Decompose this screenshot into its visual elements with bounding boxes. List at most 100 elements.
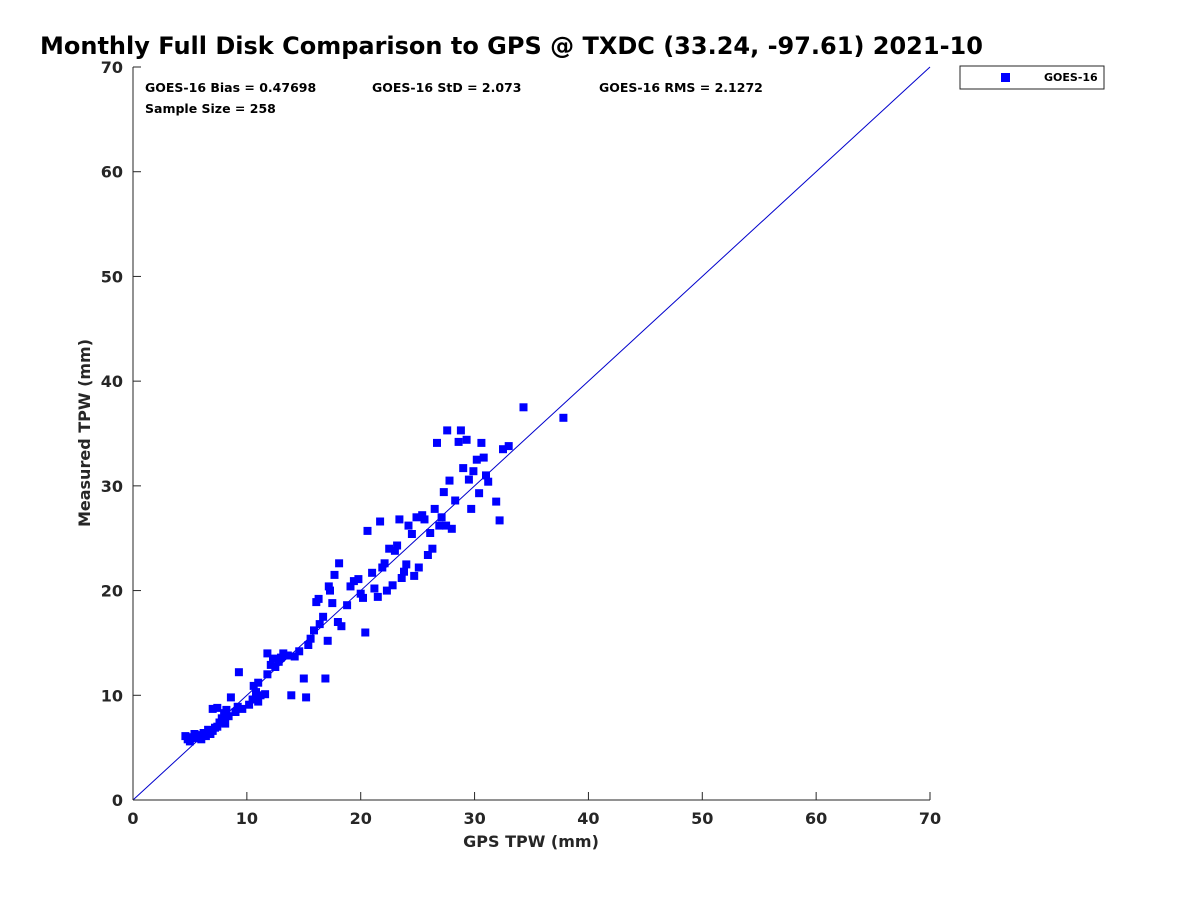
y-tick-label: 50 — [101, 267, 123, 286]
data-point — [190, 730, 199, 738]
data-point — [263, 670, 272, 679]
data-point — [290, 652, 299, 661]
data-point — [245, 700, 254, 709]
data-point — [464, 475, 473, 484]
data-point — [323, 636, 332, 645]
data-point — [326, 586, 334, 595]
data-point — [393, 541, 402, 550]
data-point — [385, 544, 394, 553]
data-point — [333, 618, 342, 626]
data-point — [462, 435, 471, 444]
data-point — [330, 570, 339, 579]
data-point — [423, 551, 432, 559]
data-point — [407, 530, 416, 538]
data-point — [328, 599, 337, 608]
data-point — [201, 732, 210, 741]
data-point — [269, 654, 277, 663]
data-point — [249, 681, 258, 690]
rms-annotation: GOES-16 RMS = 2.1272 — [599, 80, 763, 95]
data-point — [559, 413, 568, 422]
y-tick-label: 40 — [101, 372, 123, 391]
x-tick-label: 50 — [691, 809, 713, 828]
data-point — [274, 657, 283, 666]
data-point — [295, 647, 304, 656]
data-point — [388, 581, 397, 590]
data-point — [238, 704, 247, 713]
y-tick-label: 10 — [101, 686, 123, 705]
data-point — [390, 546, 399, 555]
data-point — [356, 589, 365, 598]
data-point — [378, 563, 387, 572]
data-point — [370, 584, 379, 593]
data-point — [195, 731, 203, 740]
data-point — [349, 577, 358, 586]
data-point — [261, 690, 270, 699]
data-point — [412, 513, 421, 522]
data-point — [397, 574, 406, 582]
data-point — [459, 464, 468, 473]
data-point — [447, 524, 456, 533]
x-tick-label: 60 — [805, 809, 827, 828]
legend-box — [959, 65, 1105, 90]
data-point — [222, 705, 231, 714]
y-tick-label: 20 — [101, 582, 123, 601]
data-point — [224, 712, 233, 721]
std-annotation: GOES-16 StD = 2.073 — [372, 80, 521, 95]
data-point — [204, 725, 213, 734]
data-point — [451, 496, 460, 505]
y-tick-label: 70 — [101, 58, 123, 77]
data-point — [185, 737, 194, 746]
data-point — [233, 702, 242, 711]
data-point — [208, 704, 217, 713]
data-point — [475, 489, 484, 498]
data-point — [454, 437, 463, 446]
chart-title: Monthly Full Disk Comparison to GPS @ TX… — [40, 32, 983, 60]
data-point — [428, 544, 437, 553]
data-point — [442, 521, 451, 530]
data-point — [266, 660, 275, 669]
data-point — [361, 628, 370, 637]
data-point — [445, 476, 454, 485]
data-point — [319, 612, 328, 621]
data-point — [302, 693, 311, 702]
data-point — [492, 497, 501, 506]
data-point — [306, 634, 315, 643]
data-point — [426, 529, 435, 537]
bias-annotation: GOES-16 Bias = 0.47698 — [145, 80, 316, 95]
legend-label: GOES-16 — [1044, 71, 1098, 84]
data-point — [346, 582, 355, 591]
data-point — [215, 718, 224, 727]
data-point — [213, 722, 222, 731]
data-point — [456, 426, 465, 435]
data-point — [324, 582, 333, 591]
data-point — [504, 442, 513, 451]
x-tick-label: 70 — [919, 809, 941, 828]
data-point — [420, 515, 429, 524]
data-point — [217, 714, 226, 723]
data-point — [315, 620, 324, 629]
data-point — [380, 559, 389, 568]
data-point — [314, 594, 323, 603]
data-point — [373, 592, 382, 601]
sample-size-annotation: Sample Size = 258 — [145, 101, 276, 116]
data-point — [435, 521, 444, 530]
x-tick-label: 30 — [463, 809, 485, 828]
data-point — [414, 563, 423, 572]
data-point — [359, 593, 367, 602]
data-point — [484, 477, 493, 486]
y-tick-label: 30 — [101, 477, 123, 496]
data-point — [404, 521, 413, 530]
x-tick-label: 10 — [236, 809, 258, 828]
legend: GOES-16 — [959, 65, 1105, 90]
data-point — [433, 438, 441, 447]
data-point — [430, 504, 439, 513]
x-tick-label: 0 — [127, 809, 138, 828]
data-point — [197, 735, 206, 744]
data-point — [234, 668, 243, 677]
data-point — [519, 403, 528, 412]
data-point — [439, 488, 448, 497]
data-point — [221, 719, 230, 728]
data-point — [337, 622, 346, 631]
data-point — [271, 663, 280, 671]
data-point — [310, 626, 318, 635]
